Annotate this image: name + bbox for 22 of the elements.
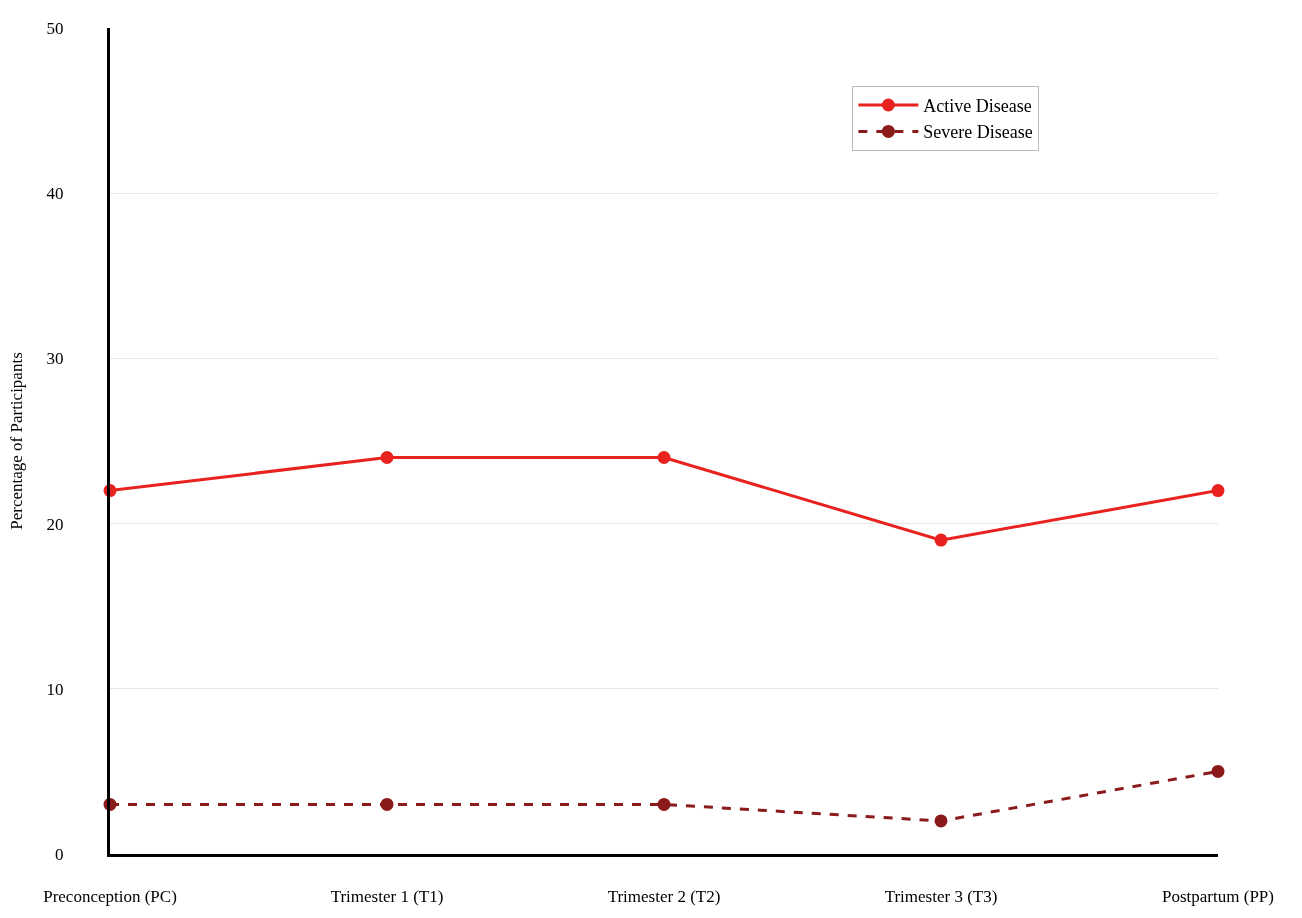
point (657, 451, 671, 465)
x-tick-label: Trimester 3 (T3) (884, 887, 998, 907)
legend-label: Active Disease (923, 96, 1032, 117)
point (934, 533, 948, 547)
y-tick-label: 30 (46, 349, 64, 369)
y-tick-label: 50 (46, 18, 64, 38)
x-tick-label: Trimester 2 (T2) (607, 887, 721, 907)
y-tick-label: 0 (55, 844, 64, 864)
point (934, 814, 948, 828)
x-tick-label: Preconception (PC) (43, 887, 177, 907)
y-tick-label: 10 (46, 679, 64, 699)
point (380, 451, 394, 465)
point (657, 797, 671, 811)
point (380, 797, 394, 811)
legend-label: Severe Disease (923, 122, 1033, 143)
x-tick-label: Trimester 1 (T1) (330, 887, 444, 907)
y-axis-title: Percentage of Participants (7, 352, 27, 530)
point (1211, 484, 1225, 498)
y-tick-label: 20 (46, 514, 64, 534)
y-tick-label: 40 (46, 184, 64, 204)
point (1211, 764, 1225, 778)
x-tick-label: Postpartum (PP) (1162, 887, 1274, 907)
